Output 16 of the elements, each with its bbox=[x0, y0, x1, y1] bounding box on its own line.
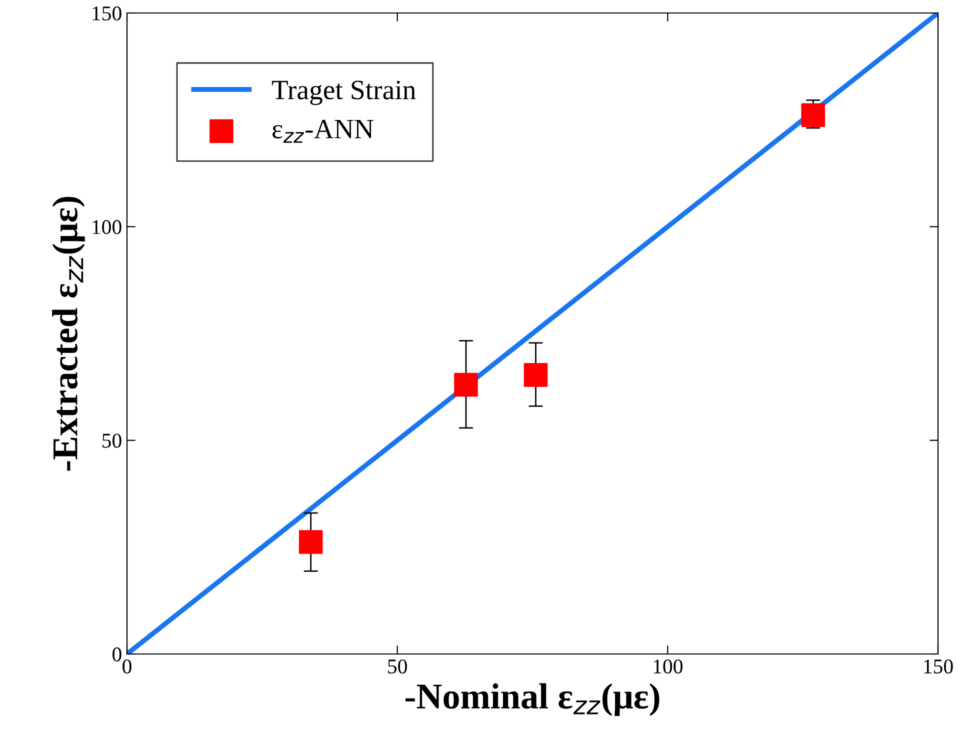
x-tick-label: 150 bbox=[924, 659, 953, 674]
x-tick-label: 0 bbox=[122, 659, 132, 674]
point bbox=[801, 103, 825, 128]
y-axis-title: -Extracted ε$_{zz}$(με) bbox=[52, 196, 85, 471]
legend-label: Traget Strain bbox=[272, 80, 416, 106]
point bbox=[454, 372, 478, 397]
point bbox=[298, 530, 323, 554]
y-tick-label: 150 bbox=[92, 6, 122, 20]
y-tick-label: 0 bbox=[112, 647, 122, 662]
x-tick-label: 100 bbox=[654, 659, 682, 674]
x-axis-title: -Nominal ε$_{zz}$(με) bbox=[405, 683, 660, 716]
y-tick-label: 100 bbox=[92, 220, 122, 234]
point bbox=[524, 363, 548, 387]
legend-label: ε$_{zz}$-ANN bbox=[272, 120, 374, 143]
y-tick-label: 50 bbox=[102, 434, 122, 448]
x-tick-label: 50 bbox=[388, 659, 407, 674]
